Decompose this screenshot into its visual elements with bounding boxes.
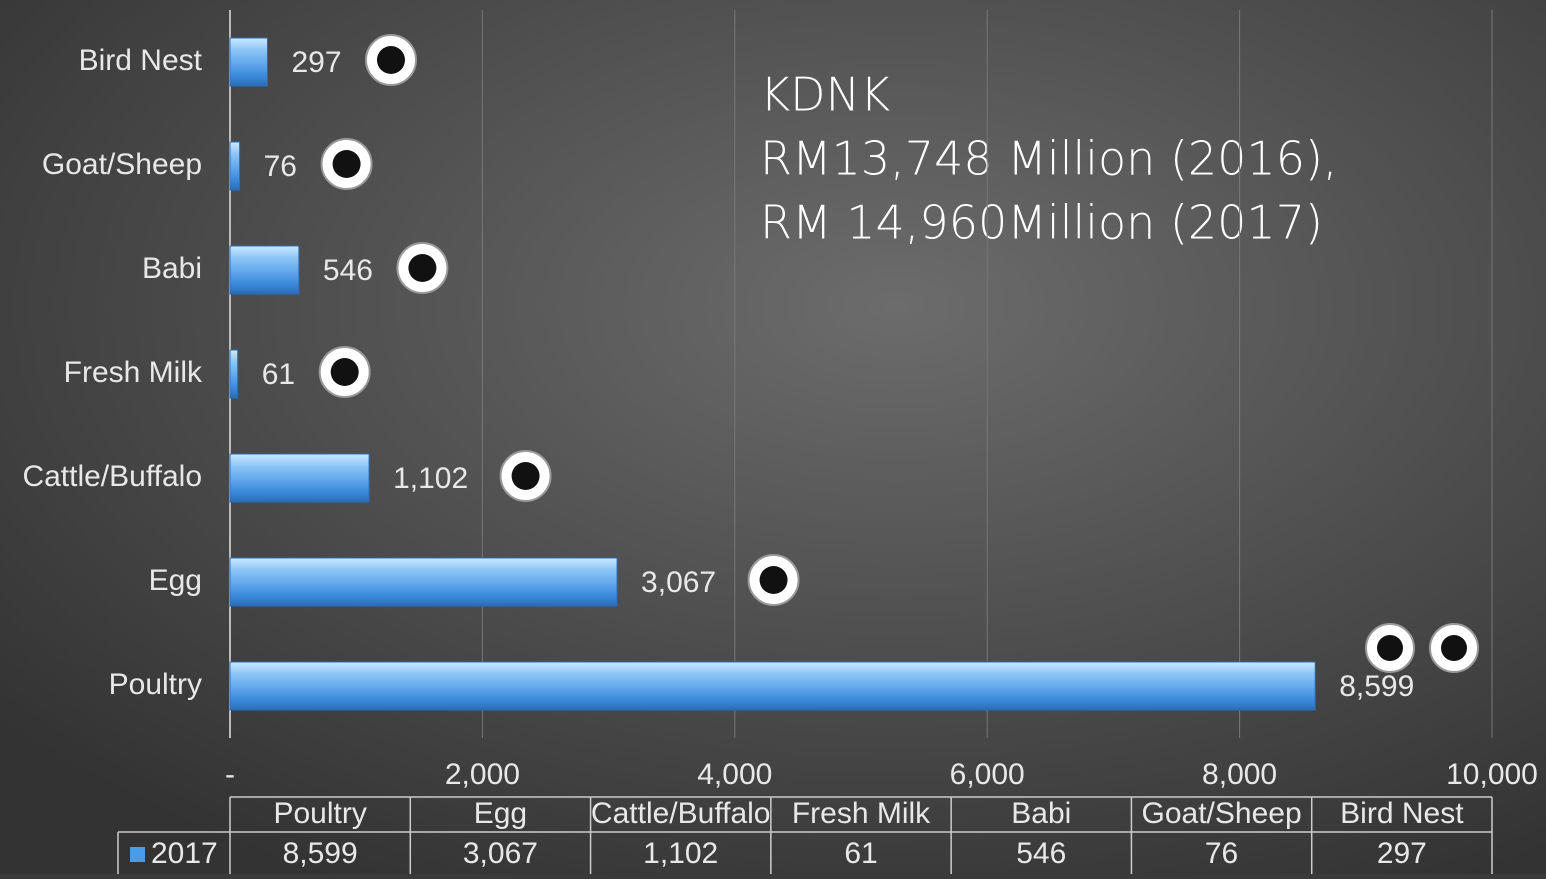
title-line: RM13,748 Million (2016), (760, 132, 1338, 186)
y-tick-label: Fresh Milk (64, 356, 203, 389)
table-cell: 76 (1205, 837, 1238, 870)
table-header: Babi (1011, 797, 1071, 830)
table-cell: 546 (1016, 837, 1066, 870)
y-tick-label: Egg (149, 564, 202, 597)
table-header: Bird Nest (1340, 797, 1464, 830)
data-label: 61 (262, 358, 295, 391)
icon-glyph (511, 462, 540, 490)
icon-glyph (408, 254, 437, 282)
table-cell: 61 (844, 837, 877, 870)
y-tick-label: Poultry (109, 668, 202, 701)
data-label: 297 (291, 46, 341, 79)
x-tick-label: 2,000 (445, 758, 520, 791)
table-header: Egg (474, 797, 527, 830)
bar (229, 349, 239, 399)
bar (229, 141, 241, 191)
bar (229, 557, 618, 607)
data-label: 3,067 (641, 566, 716, 599)
x-tick-label: 8,000 (1202, 758, 1277, 791)
title-line: KDNK (760, 68, 890, 122)
y-tick-label: Bird Nest (79, 44, 203, 77)
icon-glyph (759, 566, 788, 594)
data-label: 76 (264, 150, 297, 183)
data-label: 546 (323, 254, 373, 287)
x-tick-label: 6,000 (950, 758, 1025, 791)
icon-glyph (332, 150, 361, 178)
table-cell: 3,067 (463, 837, 538, 870)
bar (229, 661, 1316, 711)
legend-swatch (130, 847, 145, 862)
x-tick-label: - (225, 758, 235, 791)
x-tick-label: 4,000 (697, 758, 772, 791)
icon-glyph (330, 358, 359, 386)
table-header: Goat/Sheep (1142, 797, 1302, 830)
table-cell: 1,102 (643, 837, 718, 870)
x-tick-label: 10,000 (1446, 758, 1538, 791)
bar (229, 37, 268, 87)
table-cell: 297 (1377, 837, 1427, 870)
bar (229, 453, 370, 503)
legend-label: 2017 (151, 837, 218, 870)
title-line: RM 14,960Million (2017) (760, 196, 1323, 250)
data-label: 8,599 (1339, 670, 1414, 703)
icon-glyph (1377, 635, 1403, 661)
table-header: Cattle/Buffalo (591, 797, 771, 830)
data-label: 1,102 (393, 462, 468, 495)
table-cell: 8,599 (283, 837, 358, 870)
table-header: Fresh Milk (792, 797, 931, 830)
table-header: Poultry (273, 797, 366, 830)
y-tick-label: Babi (142, 252, 202, 285)
icon-glyph (376, 46, 405, 74)
icon-glyph (1441, 635, 1467, 661)
bar (229, 245, 300, 295)
y-tick-label: Cattle/Buffalo (22, 460, 202, 493)
y-tick-label: Goat/Sheep (42, 148, 202, 181)
